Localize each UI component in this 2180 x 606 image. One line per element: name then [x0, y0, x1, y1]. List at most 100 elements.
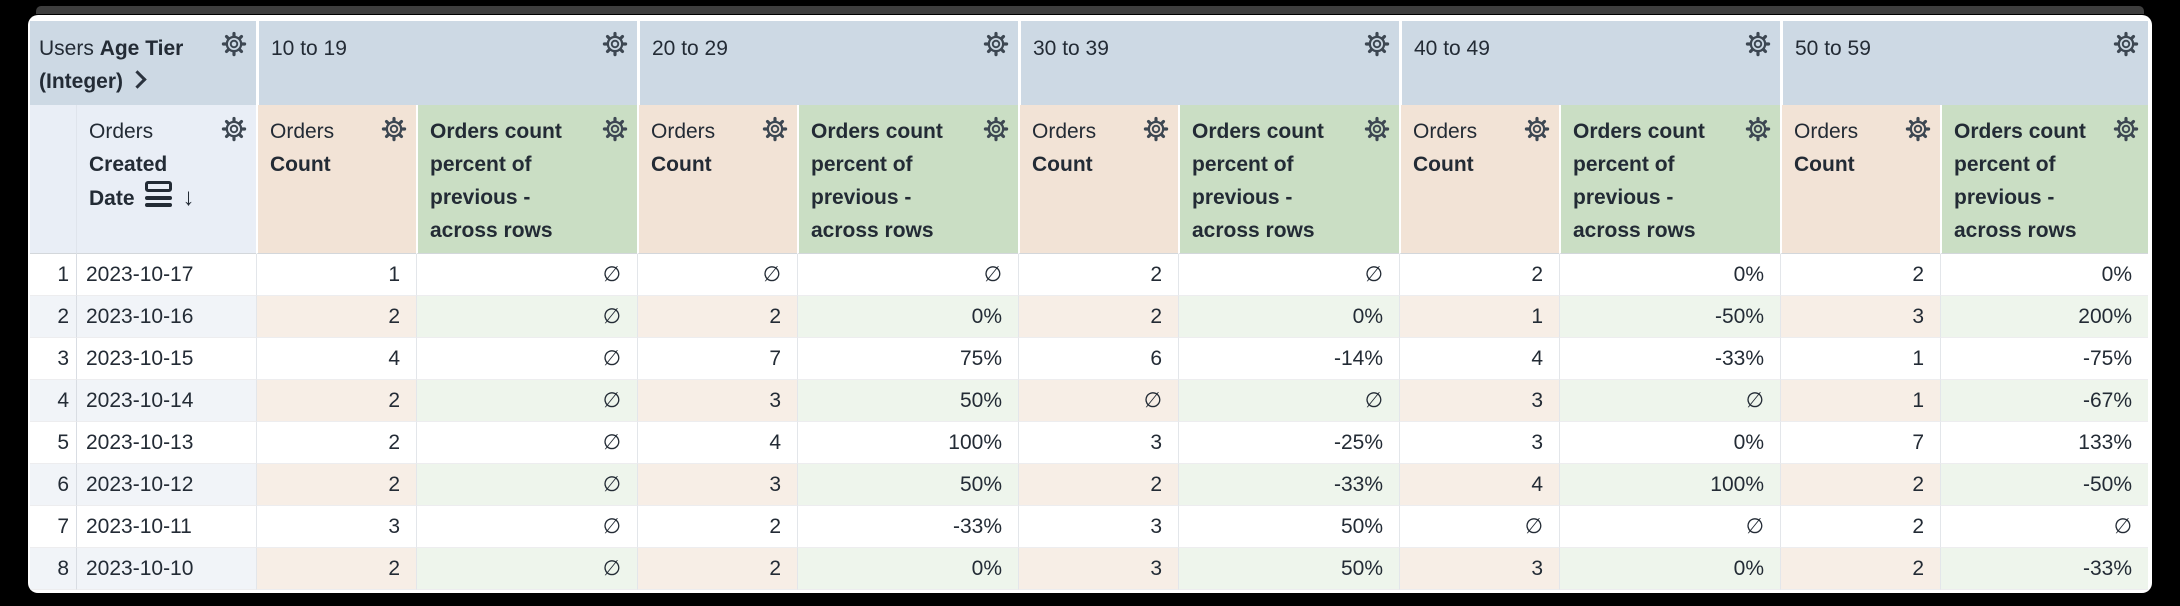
count-cell[interactable]: 3: [637, 464, 797, 506]
percent-cell[interactable]: 0%: [797, 548, 1018, 590]
percent-cell[interactable]: ∅: [416, 380, 637, 422]
date-cell[interactable]: 2023-10-16: [77, 296, 256, 338]
count-cell[interactable]: 4: [256, 338, 416, 380]
count-cell[interactable]: 2: [256, 296, 416, 338]
pivot-value-header-10-19[interactable]: 10 to 19: [256, 21, 637, 105]
percent-cell[interactable]: ∅: [1940, 506, 2148, 548]
count-cell[interactable]: 1: [1780, 338, 1940, 380]
count-cell[interactable]: 2: [256, 548, 416, 590]
row-field-header[interactable]: Orders Created Date ↓: [77, 105, 256, 254]
gear-icon[interactable]: [221, 116, 247, 142]
percent-cell[interactable]: ∅: [1559, 506, 1780, 548]
percent-cell[interactable]: 50%: [1178, 506, 1399, 548]
percent-cell[interactable]: -50%: [1559, 296, 1780, 338]
count-cell[interactable]: 3: [1399, 380, 1559, 422]
gear-icon[interactable]: [2113, 116, 2139, 142]
count-cell[interactable]: 3: [1780, 296, 1940, 338]
percent-cell[interactable]: -25%: [1178, 422, 1399, 464]
measure-header-count[interactable]: Orders Count: [1780, 105, 1940, 254]
count-cell[interactable]: 2: [1399, 254, 1559, 296]
gear-icon[interactable]: [1905, 116, 1931, 142]
percent-cell[interactable]: 0%: [1559, 422, 1780, 464]
percent-cell[interactable]: -50%: [1940, 464, 2148, 506]
count-cell[interactable]: 2: [1780, 506, 1940, 548]
date-cell[interactable]: 2023-10-10: [77, 548, 256, 590]
pivot-dimension-header[interactable]: Users Age Tier (Integer): [30, 21, 256, 105]
count-cell[interactable]: 2: [1018, 464, 1178, 506]
date-cell[interactable]: 2023-10-12: [77, 464, 256, 506]
percent-cell[interactable]: -33%: [1178, 464, 1399, 506]
count-cell[interactable]: 4: [637, 422, 797, 464]
date-cell[interactable]: 2023-10-15: [77, 338, 256, 380]
gear-icon[interactable]: [983, 31, 1009, 57]
percent-cell[interactable]: ∅: [416, 548, 637, 590]
percent-cell[interactable]: -14%: [1178, 338, 1399, 380]
percent-cell[interactable]: ∅: [1178, 254, 1399, 296]
measure-header-count[interactable]: Orders Count: [637, 105, 797, 254]
measure-header-percent[interactable]: Orders count percent of previous - acros…: [797, 105, 1018, 254]
gear-icon[interactable]: [602, 116, 628, 142]
count-cell[interactable]: 2: [1018, 296, 1178, 338]
date-cell[interactable]: 2023-10-11: [77, 506, 256, 548]
measure-header-percent[interactable]: Orders count percent of previous - acros…: [416, 105, 637, 254]
measure-header-count[interactable]: Orders Count: [1399, 105, 1559, 254]
count-cell[interactable]: 2: [1018, 254, 1178, 296]
count-cell[interactable]: 2: [256, 422, 416, 464]
gear-icon[interactable]: [1364, 116, 1390, 142]
percent-cell[interactable]: 50%: [1178, 548, 1399, 590]
percent-cell[interactable]: ∅: [416, 506, 637, 548]
percent-cell[interactable]: ∅: [416, 464, 637, 506]
measure-header-count[interactable]: Orders Count: [1018, 105, 1178, 254]
count-cell[interactable]: 3: [1018, 548, 1178, 590]
percent-cell[interactable]: ∅: [1559, 380, 1780, 422]
gear-icon[interactable]: [1745, 31, 1771, 57]
measure-header-percent[interactable]: Orders count percent of previous - acros…: [1559, 105, 1780, 254]
percent-cell[interactable]: ∅: [416, 296, 637, 338]
count-cell[interactable]: 6: [1018, 338, 1178, 380]
gear-icon[interactable]: [1143, 116, 1169, 142]
count-cell[interactable]: 2: [256, 464, 416, 506]
count-cell[interactable]: ∅: [1399, 506, 1559, 548]
pivot-value-header-40-49[interactable]: 40 to 49: [1399, 21, 1780, 105]
count-cell[interactable]: 2: [637, 548, 797, 590]
date-cell[interactable]: 2023-10-17: [77, 254, 256, 296]
gear-icon[interactable]: [221, 31, 247, 57]
sort-desc-icon[interactable]: ↓: [182, 184, 195, 211]
gear-icon[interactable]: [1364, 31, 1390, 57]
percent-cell[interactable]: ∅: [416, 422, 637, 464]
measure-header-count[interactable]: Orders Count: [256, 105, 416, 254]
count-cell[interactable]: 3: [1399, 422, 1559, 464]
gear-icon[interactable]: [1745, 116, 1771, 142]
measure-header-percent[interactable]: Orders count percent of previous - acros…: [1178, 105, 1399, 254]
count-cell[interactable]: 2: [1780, 464, 1940, 506]
percent-cell[interactable]: -33%: [1559, 338, 1780, 380]
count-cell[interactable]: 2: [637, 506, 797, 548]
count-cell[interactable]: 2: [637, 296, 797, 338]
count-cell[interactable]: 7: [637, 338, 797, 380]
percent-cell[interactable]: 133%: [1940, 422, 2148, 464]
chevron-right-icon[interactable]: [128, 70, 147, 89]
percent-cell[interactable]: 50%: [797, 464, 1018, 506]
percent-cell[interactable]: 50%: [797, 380, 1018, 422]
gear-icon[interactable]: [762, 116, 788, 142]
percent-cell[interactable]: ∅: [797, 254, 1018, 296]
count-cell[interactable]: 1: [1780, 380, 1940, 422]
count-cell[interactable]: ∅: [637, 254, 797, 296]
subtotals-icon[interactable]: [144, 181, 172, 207]
gear-icon[interactable]: [983, 116, 1009, 142]
count-cell[interactable]: 3: [1018, 506, 1178, 548]
pivot-value-header-20-29[interactable]: 20 to 29: [637, 21, 1018, 105]
gear-icon[interactable]: [381, 116, 407, 142]
gear-icon[interactable]: [602, 31, 628, 57]
count-cell[interactable]: 7: [1780, 422, 1940, 464]
pivot-value-header-30-39[interactable]: 30 to 39: [1018, 21, 1399, 105]
percent-cell[interactable]: 75%: [797, 338, 1018, 380]
date-cell[interactable]: 2023-10-14: [77, 380, 256, 422]
count-cell[interactable]: 2: [256, 380, 416, 422]
percent-cell[interactable]: 0%: [1940, 254, 2148, 296]
count-cell[interactable]: 1: [1399, 296, 1559, 338]
percent-cell[interactable]: -75%: [1940, 338, 2148, 380]
count-cell[interactable]: 2: [1780, 254, 1940, 296]
gear-icon[interactable]: [2113, 31, 2139, 57]
percent-cell[interactable]: 0%: [1559, 254, 1780, 296]
